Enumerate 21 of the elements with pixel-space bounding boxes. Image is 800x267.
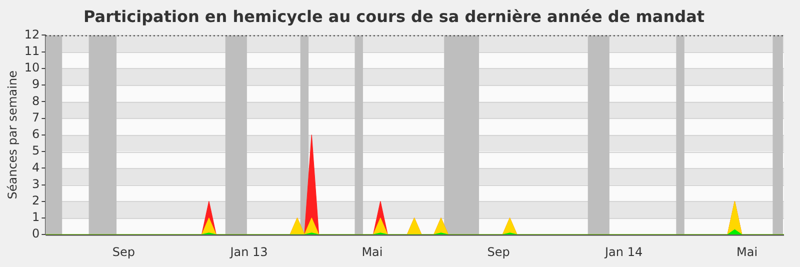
x-tick-label: Jan 13 (229, 244, 268, 259)
y-tick-label: 1 (32, 210, 40, 224)
x-tick-label: Jan 14 (604, 244, 643, 259)
y-tick-label: 10 (24, 60, 40, 75)
y-tick-label: 11 (24, 44, 40, 58)
y-tick-label: 8 (32, 94, 40, 108)
y-tick-label: 0 (32, 226, 40, 241)
y-axis-title: Séances par semaine (5, 70, 20, 200)
x-tick-label: Sep (112, 244, 136, 259)
x-tick-label: Mai (362, 244, 383, 259)
y-tick-label: 7 (32, 110, 40, 124)
y-tick-label: 4 (32, 160, 40, 174)
chart-title: Participation en hemicycle au cours de sa dernière année de mandat (83, 6, 705, 26)
y-tick-label: 3 (32, 176, 40, 191)
y-tick-label: 12 (24, 27, 40, 42)
y-tick-label: 2 (32, 193, 40, 208)
x-tick-label: Mai (736, 244, 758, 259)
y-tick-label: 6 (32, 127, 40, 142)
x-tick-label: Sep (487, 244, 510, 259)
y-tick-label: 5 (32, 144, 40, 158)
y-tick-label: 9 (32, 77, 40, 92)
